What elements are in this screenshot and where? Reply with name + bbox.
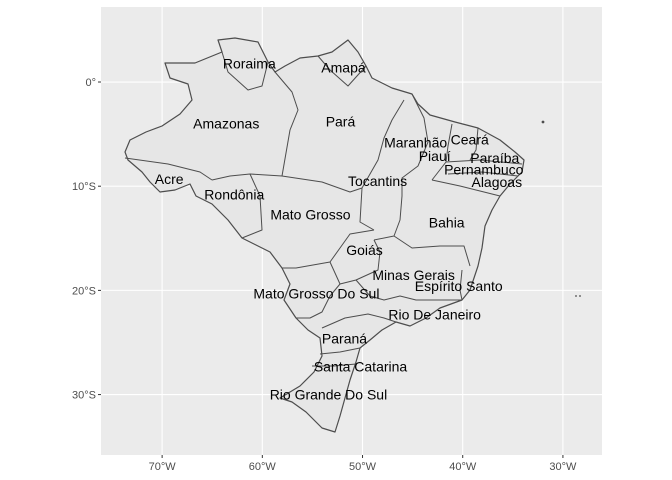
state-label: Acre [155, 171, 184, 187]
border-maranhao-piaui [401, 93, 429, 196]
y-tick-label: 20°S [72, 285, 96, 297]
island-dot [575, 295, 577, 297]
state-labels: Roraima Amapá Amazonas Pará Maranhão CearáPia… [155, 55, 524, 402]
brazil-country-shape [124, 37, 525, 433]
state-label: Pernambuco [444, 162, 524, 178]
border-paraiba-pernambuco [445, 159, 523, 165]
x-tick-label: 50°W [349, 461, 377, 473]
state-label: Ceará [451, 131, 489, 147]
border-para-mato-grosso [249, 173, 363, 193]
border-bahia-minas [393, 235, 471, 267]
state-label: Santa Catarina [314, 358, 408, 374]
border-santa-catarina-rio-grande [312, 363, 357, 367]
island-dot [541, 120, 545, 124]
border-amapa [317, 55, 367, 87]
state-label: Mato Grosso [270, 206, 350, 222]
x-tick-label: 30°W [549, 461, 577, 473]
y-axis-ticks: 0° 10°S 20°S 30°S [72, 77, 101, 402]
border-para-tocantins-maranhao [361, 99, 405, 189]
x-axis-ticks: 70°W 60°W 50°W 40°W 30°W [149, 455, 577, 473]
island-dot [579, 295, 581, 297]
state-label: Mato Grosso Do Sul [253, 286, 379, 302]
x-tick-label: 60°W [249, 461, 277, 473]
state-label: Alagoas [471, 174, 522, 190]
border-tocantins-west [359, 187, 375, 231]
y-tick-label: 30°S [72, 390, 96, 402]
state-label: Goiás [346, 242, 383, 258]
border-tocantins-bahia [373, 195, 403, 241]
brazil-outline [124, 37, 525, 433]
offshore-islands [541, 120, 581, 297]
state-label: Piauí [419, 148, 451, 164]
state-label: Amapá [321, 59, 366, 75]
border-mato-grosso-goias [282, 229, 375, 269]
y-tick-label: 10°S [72, 181, 96, 193]
border-roraima [221, 51, 269, 91]
border-amazonas-para [274, 71, 299, 177]
x-tick-label: 70°W [149, 461, 177, 473]
x-tick-label: 40°W [449, 461, 477, 473]
state-label: Minas Gerais [372, 267, 454, 283]
state-label: Rio Grande Do Sul [270, 387, 388, 403]
state-label: Maranhão [384, 134, 447, 150]
state-label: Pará [326, 114, 356, 130]
border-minas-espirito-santo [459, 269, 463, 301]
border-alagoas-bahia [431, 179, 501, 197]
border-parana-santa-catarina [319, 347, 361, 355]
border-rondonia [211, 173, 263, 239]
border-sao-paulo-parana [321, 313, 397, 329]
y-tick-label: 0° [85, 77, 96, 89]
border-minas-rio-sao-paulo [355, 279, 462, 301]
state-label: Espírito Santo [415, 278, 503, 294]
border-pernambuco-alagoas [447, 171, 519, 177]
state-label: Amazonas [193, 116, 259, 132]
state-label: Tocantins [348, 173, 407, 189]
border-goias-minas [329, 239, 381, 285]
state-label: Roraima [223, 55, 276, 71]
border-acre-amazonas [124, 157, 213, 181]
state-label: Paraíba [470, 150, 519, 166]
state-label: Bahia [429, 215, 465, 231]
state-label: Rio De Janeiro [388, 306, 481, 322]
border-piaui-ceara [431, 123, 453, 181]
state-borders [124, 51, 523, 367]
state-label: Rondônia [204, 187, 264, 203]
border-ceara-east [469, 127, 479, 161]
state-label: Paraná [322, 330, 367, 346]
border-mato-grosso-do-sul-east [296, 283, 341, 319]
